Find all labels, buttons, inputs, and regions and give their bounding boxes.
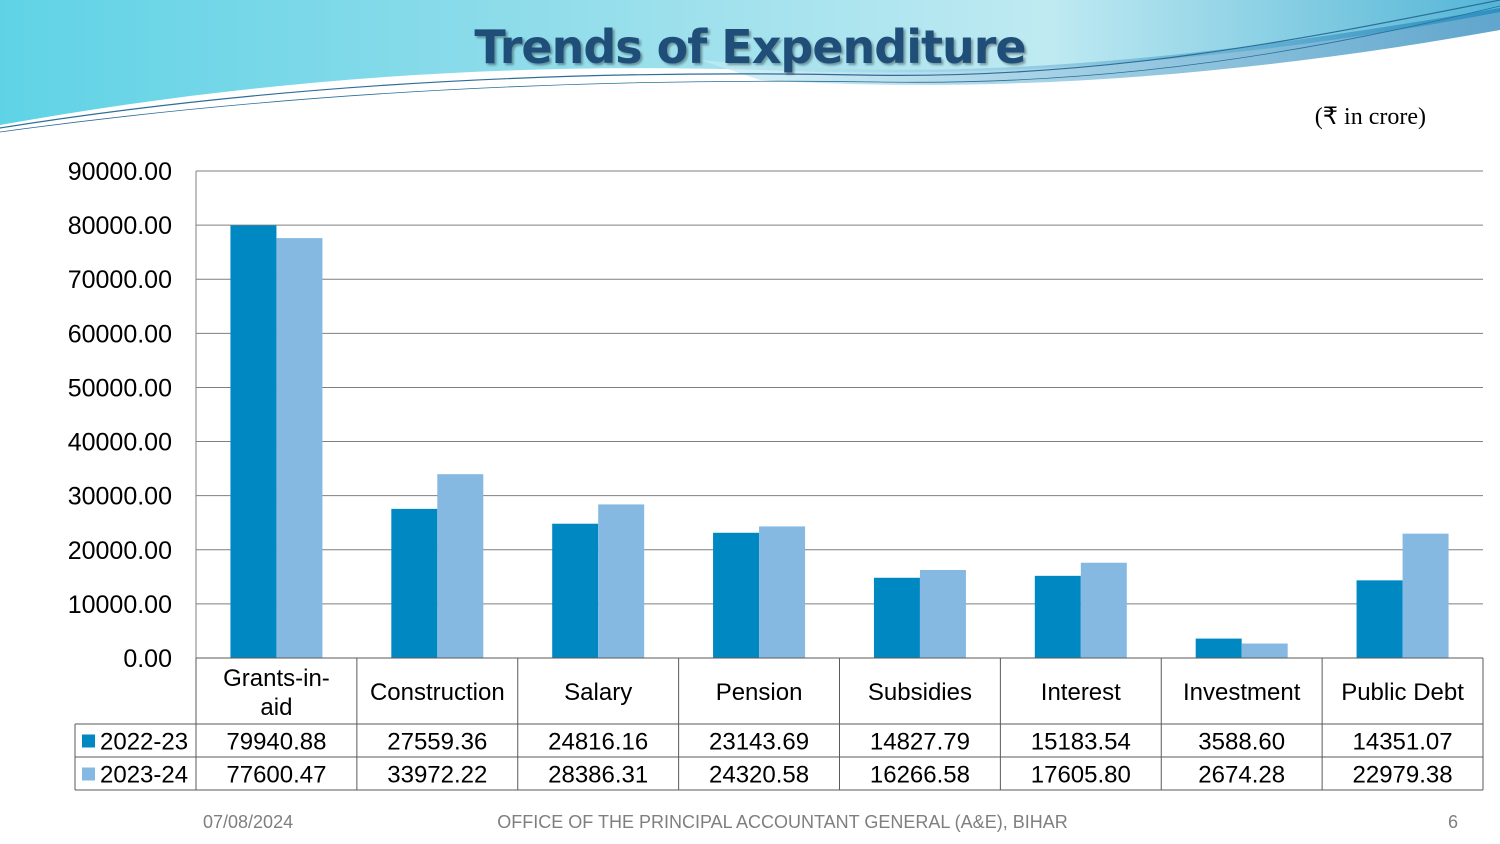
bar <box>230 225 277 658</box>
bar <box>759 526 806 658</box>
footer-date: 07/08/2024 <box>203 812 294 832</box>
unit-note: (₹ in crore) <box>1314 104 1426 130</box>
bar <box>276 238 323 659</box>
bar <box>1034 575 1081 658</box>
bar <box>1195 638 1242 658</box>
data-label: 15183.54 <box>1031 729 1131 756</box>
data-label: 17605.80 <box>1031 762 1131 789</box>
bar <box>598 504 645 658</box>
bar <box>919 569 966 658</box>
y-tick-label: 90000.00 <box>68 158 172 186</box>
x-tick-label: aid <box>260 694 292 721</box>
data-label: 2674.28 <box>1198 762 1285 789</box>
x-tick-label: Pension <box>716 679 803 706</box>
footer-office: OFFICE OF THE PRINCIPAL ACCOUNTANT GENER… <box>497 812 1068 832</box>
x-tick-label: Construction <box>370 679 505 706</box>
data-label: 79940.88 <box>226 729 326 756</box>
y-tick-label: 20000.00 <box>68 537 172 565</box>
y-tick-label: 40000.00 <box>68 429 172 457</box>
y-tick-label: 0.00 <box>123 645 172 673</box>
x-tick-label: Salary <box>564 679 632 706</box>
bar <box>1402 533 1449 658</box>
data-label: 27559.36 <box>387 729 487 756</box>
data-label: 3588.60 <box>1198 729 1285 756</box>
bar <box>437 474 484 658</box>
data-label: 16266.58 <box>870 762 970 789</box>
data-label: 24816.16 <box>548 729 648 756</box>
y-tick-label: 80000.00 <box>68 212 172 240</box>
legend-key <box>82 734 95 748</box>
data-label: 14827.79 <box>870 729 970 756</box>
x-tick-label: Investment <box>1183 679 1301 706</box>
y-tick-label: 60000.00 <box>68 320 172 348</box>
bar <box>1356 580 1403 658</box>
x-tick-label: Subsidies <box>868 679 972 706</box>
y-tick-label: 50000.00 <box>68 374 172 402</box>
data-label: 23143.69 <box>709 729 809 756</box>
y-tick-label: 30000.00 <box>68 483 172 511</box>
x-tick-label: Interest <box>1041 679 1121 706</box>
legend-key <box>82 767 95 781</box>
bar <box>713 532 760 658</box>
data-label: 33972.22 <box>387 762 487 789</box>
x-tick-label: Public Debt <box>1341 679 1464 706</box>
bar <box>391 508 438 658</box>
y-tick-label: 70000.00 <box>68 266 172 294</box>
slide-number: 6 <box>1447 812 1458 832</box>
legend-label: 2023-24 <box>100 762 188 789</box>
y-tick-label: 10000.00 <box>68 591 172 619</box>
data-label: 22979.38 <box>1353 762 1453 789</box>
bar <box>873 577 920 658</box>
slide-title: Trends of Expenditure <box>474 20 1026 74</box>
bar <box>1080 562 1127 658</box>
legend-label: 2022-23 <box>100 729 188 756</box>
data-label: 77600.47 <box>226 762 326 789</box>
data-label: 28386.31 <box>548 762 648 789</box>
data-label: 14351.07 <box>1353 729 1453 756</box>
bar <box>552 523 599 658</box>
x-tick-label: Grants-in- <box>223 665 330 692</box>
data-label: 24320.58 <box>709 762 809 789</box>
bar <box>1241 643 1288 658</box>
